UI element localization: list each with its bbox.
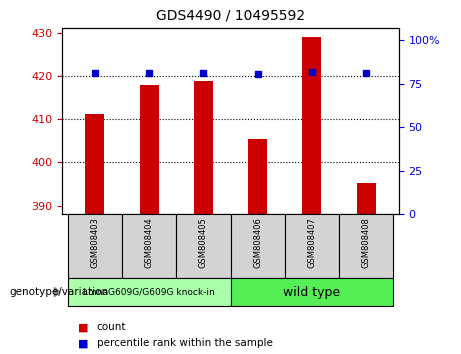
Text: LmnaG609G/G609G knock-in: LmnaG609G/G609G knock-in <box>83 287 215 297</box>
Bar <box>176 214 230 278</box>
Text: GSM808406: GSM808406 <box>253 217 262 268</box>
Bar <box>68 214 122 278</box>
Bar <box>85 114 104 214</box>
Bar <box>230 278 393 306</box>
Text: GSM808404: GSM808404 <box>145 217 154 268</box>
Bar <box>302 37 321 214</box>
Text: genotype/variation: genotype/variation <box>9 287 108 297</box>
Text: GDS4490 / 10495592: GDS4490 / 10495592 <box>156 9 305 23</box>
Text: ■: ■ <box>78 322 89 332</box>
Bar <box>140 85 159 214</box>
Text: percentile rank within the sample: percentile rank within the sample <box>97 338 273 348</box>
Bar <box>194 81 213 214</box>
Bar <box>339 214 393 278</box>
Bar <box>357 183 376 214</box>
Polygon shape <box>54 287 60 297</box>
Text: wild type: wild type <box>284 286 341 298</box>
Bar <box>122 214 176 278</box>
Text: GSM808403: GSM808403 <box>90 217 99 268</box>
Text: count: count <box>97 322 126 332</box>
Bar <box>68 278 230 306</box>
Bar <box>230 214 285 278</box>
Text: GSM808408: GSM808408 <box>362 217 371 268</box>
Text: ■: ■ <box>78 338 89 348</box>
Bar <box>285 214 339 278</box>
Bar <box>248 139 267 214</box>
Text: GSM808407: GSM808407 <box>307 217 316 268</box>
Text: GSM808405: GSM808405 <box>199 217 208 268</box>
